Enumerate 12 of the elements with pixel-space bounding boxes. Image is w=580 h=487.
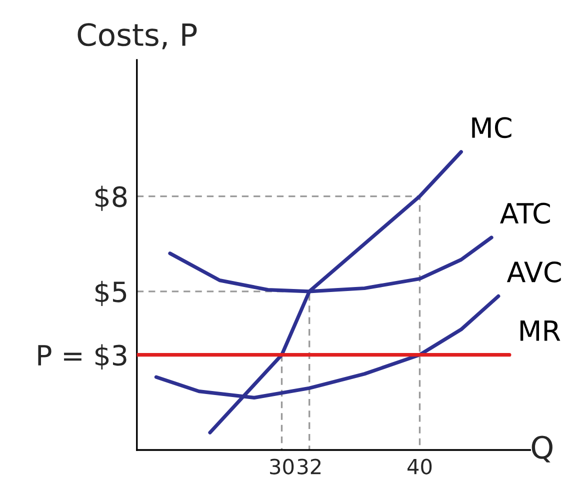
y-tick-label: P = $3 bbox=[38, 344, 126, 370]
series-label: MR bbox=[520, 320, 560, 341]
y-axis-title: Costs, P bbox=[78, 23, 197, 50]
series-label: ATC bbox=[500, 202, 550, 224]
x-tick-label: 40 bbox=[408, 458, 432, 474]
y-tick-label: $5 bbox=[96, 280, 126, 306]
x-tick-label: 30 bbox=[270, 458, 294, 474]
series-label: AVC bbox=[506, 261, 561, 282]
y-tick-label: $8 bbox=[96, 186, 127, 211]
x-tick-label: 32 bbox=[298, 458, 321, 474]
series-label: MC bbox=[472, 117, 512, 138]
x-axis-title: Q bbox=[532, 436, 552, 462]
